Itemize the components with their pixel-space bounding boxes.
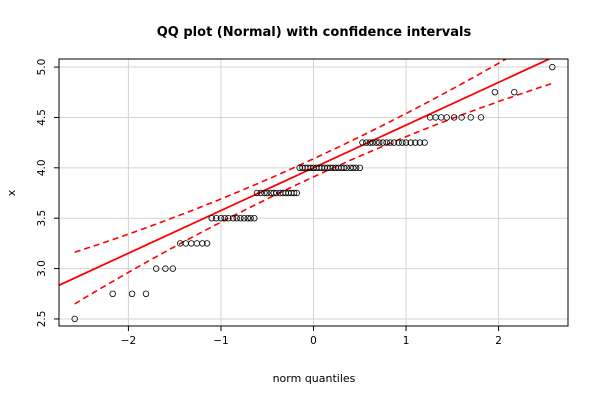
data-point bbox=[257, 189, 264, 197]
data-point bbox=[363, 139, 370, 146]
x-tick-label: 0 bbox=[310, 335, 317, 347]
data-point bbox=[244, 214, 251, 222]
data-point bbox=[376, 139, 383, 146]
data-point bbox=[233, 214, 240, 222]
data-point bbox=[293, 189, 300, 197]
data-point bbox=[491, 88, 499, 96]
data-point bbox=[71, 315, 78, 323]
data-point bbox=[511, 88, 518, 96]
data-point bbox=[356, 164, 363, 171]
data-point bbox=[458, 114, 465, 121]
x-tick-label: 1 bbox=[403, 335, 410, 347]
data-points bbox=[71, 63, 556, 323]
data-point bbox=[270, 189, 277, 197]
data-point bbox=[340, 164, 348, 171]
data-point bbox=[387, 139, 394, 146]
data-point bbox=[128, 290, 136, 297]
data-point bbox=[451, 114, 458, 121]
data-point bbox=[350, 164, 357, 171]
data-point bbox=[182, 240, 189, 247]
data-point bbox=[169, 265, 176, 272]
data-point bbox=[443, 114, 450, 121]
x-tick-label: −2 bbox=[121, 335, 136, 347]
data-point bbox=[402, 139, 410, 146]
data-point bbox=[416, 139, 424, 146]
data-point bbox=[390, 139, 398, 146]
y-axis-label: x bbox=[5, 189, 18, 196]
x-tick-label: 2 bbox=[495, 335, 502, 347]
chart-title: QQ plot (Normal) with confidence interva… bbox=[157, 25, 472, 40]
data-point bbox=[467, 114, 474, 121]
data-point bbox=[229, 214, 237, 222]
data-point bbox=[352, 164, 360, 171]
data-point bbox=[407, 139, 414, 146]
y-tick-label: 3.0 bbox=[36, 260, 48, 277]
data-point bbox=[199, 240, 206, 247]
y-tick-label: 4.5 bbox=[36, 109, 48, 126]
data-point bbox=[477, 114, 485, 121]
y-tick-label: 5.0 bbox=[36, 59, 48, 76]
data-point bbox=[359, 139, 366, 146]
grid-lines bbox=[59, 59, 568, 326]
data-point bbox=[240, 214, 248, 222]
x-axis: −2 −1 0 1 2 bbox=[121, 326, 502, 347]
data-point bbox=[395, 139, 402, 146]
lower-confidence-line bbox=[74, 82, 553, 305]
data-point bbox=[366, 139, 374, 146]
data-point bbox=[237, 214, 244, 222]
x-axis-label: norm quantiles bbox=[273, 372, 356, 385]
y-tick-label: 3.5 bbox=[36, 210, 48, 227]
data-point bbox=[203, 240, 211, 247]
data-point bbox=[208, 214, 215, 222]
data-point bbox=[152, 265, 160, 272]
data-point bbox=[188, 240, 195, 247]
data-point bbox=[290, 189, 298, 197]
y-axis: 2.5 3.0 3.5 4.0 4.5 5.0 bbox=[36, 59, 59, 328]
data-point bbox=[247, 214, 254, 222]
data-point bbox=[369, 139, 376, 146]
data-point bbox=[264, 189, 271, 197]
data-point bbox=[412, 139, 419, 146]
data-point bbox=[142, 290, 150, 297]
upper-confidence-line bbox=[74, 59, 508, 253]
data-point bbox=[193, 240, 201, 247]
data-point bbox=[373, 139, 380, 146]
data-point bbox=[421, 139, 428, 146]
x-tick-label: −1 bbox=[213, 335, 228, 347]
data-point bbox=[379, 139, 387, 146]
data-point bbox=[343, 164, 350, 171]
y-tick-label: 4.0 bbox=[36, 159, 48, 176]
data-point bbox=[221, 214, 228, 222]
data-point bbox=[213, 214, 220, 222]
data-point bbox=[225, 214, 232, 222]
data-point bbox=[251, 214, 258, 222]
data-point bbox=[253, 189, 261, 197]
confidence-band bbox=[74, 59, 553, 305]
y-tick-label: 2.5 bbox=[36, 311, 48, 328]
data-point bbox=[399, 139, 406, 146]
data-point bbox=[217, 214, 225, 222]
data-point bbox=[109, 290, 116, 297]
data-point bbox=[383, 139, 390, 146]
data-point bbox=[261, 189, 268, 197]
data-point bbox=[549, 63, 556, 71]
data-point bbox=[273, 189, 280, 197]
data-point bbox=[162, 265, 169, 272]
